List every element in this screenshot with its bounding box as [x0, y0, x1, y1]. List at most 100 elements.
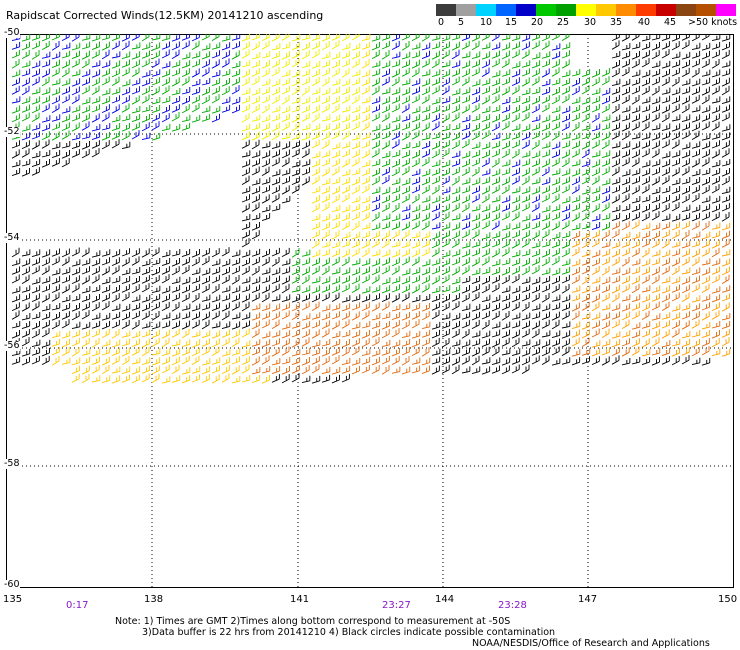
wind-barb [251, 367, 261, 375]
wind-barb [381, 140, 390, 150]
wind-barb [621, 294, 631, 302]
legend-swatch [496, 4, 516, 16]
wind-barb [711, 85, 720, 95]
wind-barb [351, 258, 361, 266]
wind-barb [421, 346, 430, 357]
wind-barb [111, 139, 120, 149]
wind-barb [371, 85, 380, 96]
wind-barb [601, 194, 610, 204]
wind-barb [231, 61, 241, 69]
wind-barb [271, 86, 280, 96]
wind-barb [501, 275, 510, 285]
wind-barb [361, 105, 371, 114]
wind-barb [141, 329, 151, 338]
wind-barb [501, 42, 511, 51]
wind-barb [231, 69, 241, 78]
wind-barb [141, 105, 151, 113]
wind-barb [541, 213, 551, 222]
wind-barb [331, 130, 340, 140]
wind-barb [551, 267, 561, 276]
wind-barb [341, 50, 351, 59]
wind-barb [171, 60, 181, 68]
wind-barb [151, 50, 160, 60]
wind-barb [591, 186, 601, 194]
wind-barb [301, 375, 311, 384]
wind-barb [191, 68, 200, 78]
wind-barb [681, 256, 690, 266]
wind-barb [331, 366, 341, 375]
wind-barb [131, 95, 140, 105]
wind-barb [331, 150, 341, 159]
wind-barb [651, 211, 660, 221]
wind-barb [81, 365, 90, 375]
wind-barb [501, 211, 510, 221]
wind-barb [311, 221, 321, 230]
wind-barb [721, 186, 731, 195]
wind-barb [101, 140, 110, 150]
wind-barb [291, 77, 300, 87]
wind-barb [411, 106, 421, 114]
wind-barb [251, 166, 260, 176]
wind-barb [331, 339, 341, 348]
wind-barb [451, 293, 460, 302]
wind-barb [571, 184, 580, 194]
wind-barb [651, 249, 661, 257]
wind-barb [101, 41, 110, 51]
wind-barb [161, 285, 171, 294]
wind-barb [281, 105, 291, 114]
wind-barb [481, 294, 491, 303]
wind-barb [361, 96, 371, 104]
wind-barb [531, 213, 541, 221]
wind-barb [661, 112, 670, 123]
wind-barb [241, 203, 250, 213]
wind-barb [381, 312, 391, 320]
wind-barb [531, 177, 541, 185]
wind-barb [411, 338, 420, 348]
wind-barb [81, 258, 91, 266]
wind-barb [411, 275, 420, 284]
wind-barb [501, 50, 510, 60]
wind-barb [681, 194, 690, 204]
wind-barb [381, 87, 391, 95]
wind-barb [321, 51, 331, 60]
wind-barb [301, 313, 311, 321]
wind-barb [681, 355, 690, 365]
wind-barb [241, 265, 250, 276]
wind-barb [471, 204, 481, 212]
wind-barb [561, 231, 571, 239]
wind-barb [401, 95, 410, 105]
wind-barb [11, 247, 20, 258]
wind-barb [351, 157, 360, 167]
wind-barb [461, 285, 470, 294]
wind-barb [711, 330, 720, 339]
wind-barb [721, 302, 730, 312]
wind-barb [571, 247, 580, 257]
wind-barb [31, 355, 40, 365]
wind-barb [671, 312, 681, 321]
wind-barb [601, 284, 610, 294]
wind-barb [381, 186, 391, 195]
wind-barb [461, 150, 471, 159]
wind-barb [261, 130, 270, 140]
wind-barb [411, 319, 420, 329]
wind-barb [241, 194, 250, 203]
wind-barb [341, 141, 351, 149]
wind-barb [571, 140, 580, 150]
wind-barb [591, 312, 601, 321]
wind-barb [181, 52, 191, 60]
wind-barb [681, 331, 691, 339]
wind-barb [161, 41, 170, 50]
wind-barb [261, 375, 270, 384]
wind-barb [701, 203, 711, 212]
wind-barb [361, 85, 370, 95]
wind-barb [561, 94, 570, 104]
wind-barb [271, 78, 281, 87]
wind-barb [71, 34, 80, 42]
wind-barb [591, 214, 601, 222]
wind-barb [531, 60, 541, 69]
wind-barb [651, 85, 660, 96]
wind-barb [721, 41, 730, 51]
wind-barb [261, 40, 270, 50]
wind-barb [81, 356, 91, 365]
wind-barb [551, 212, 560, 221]
